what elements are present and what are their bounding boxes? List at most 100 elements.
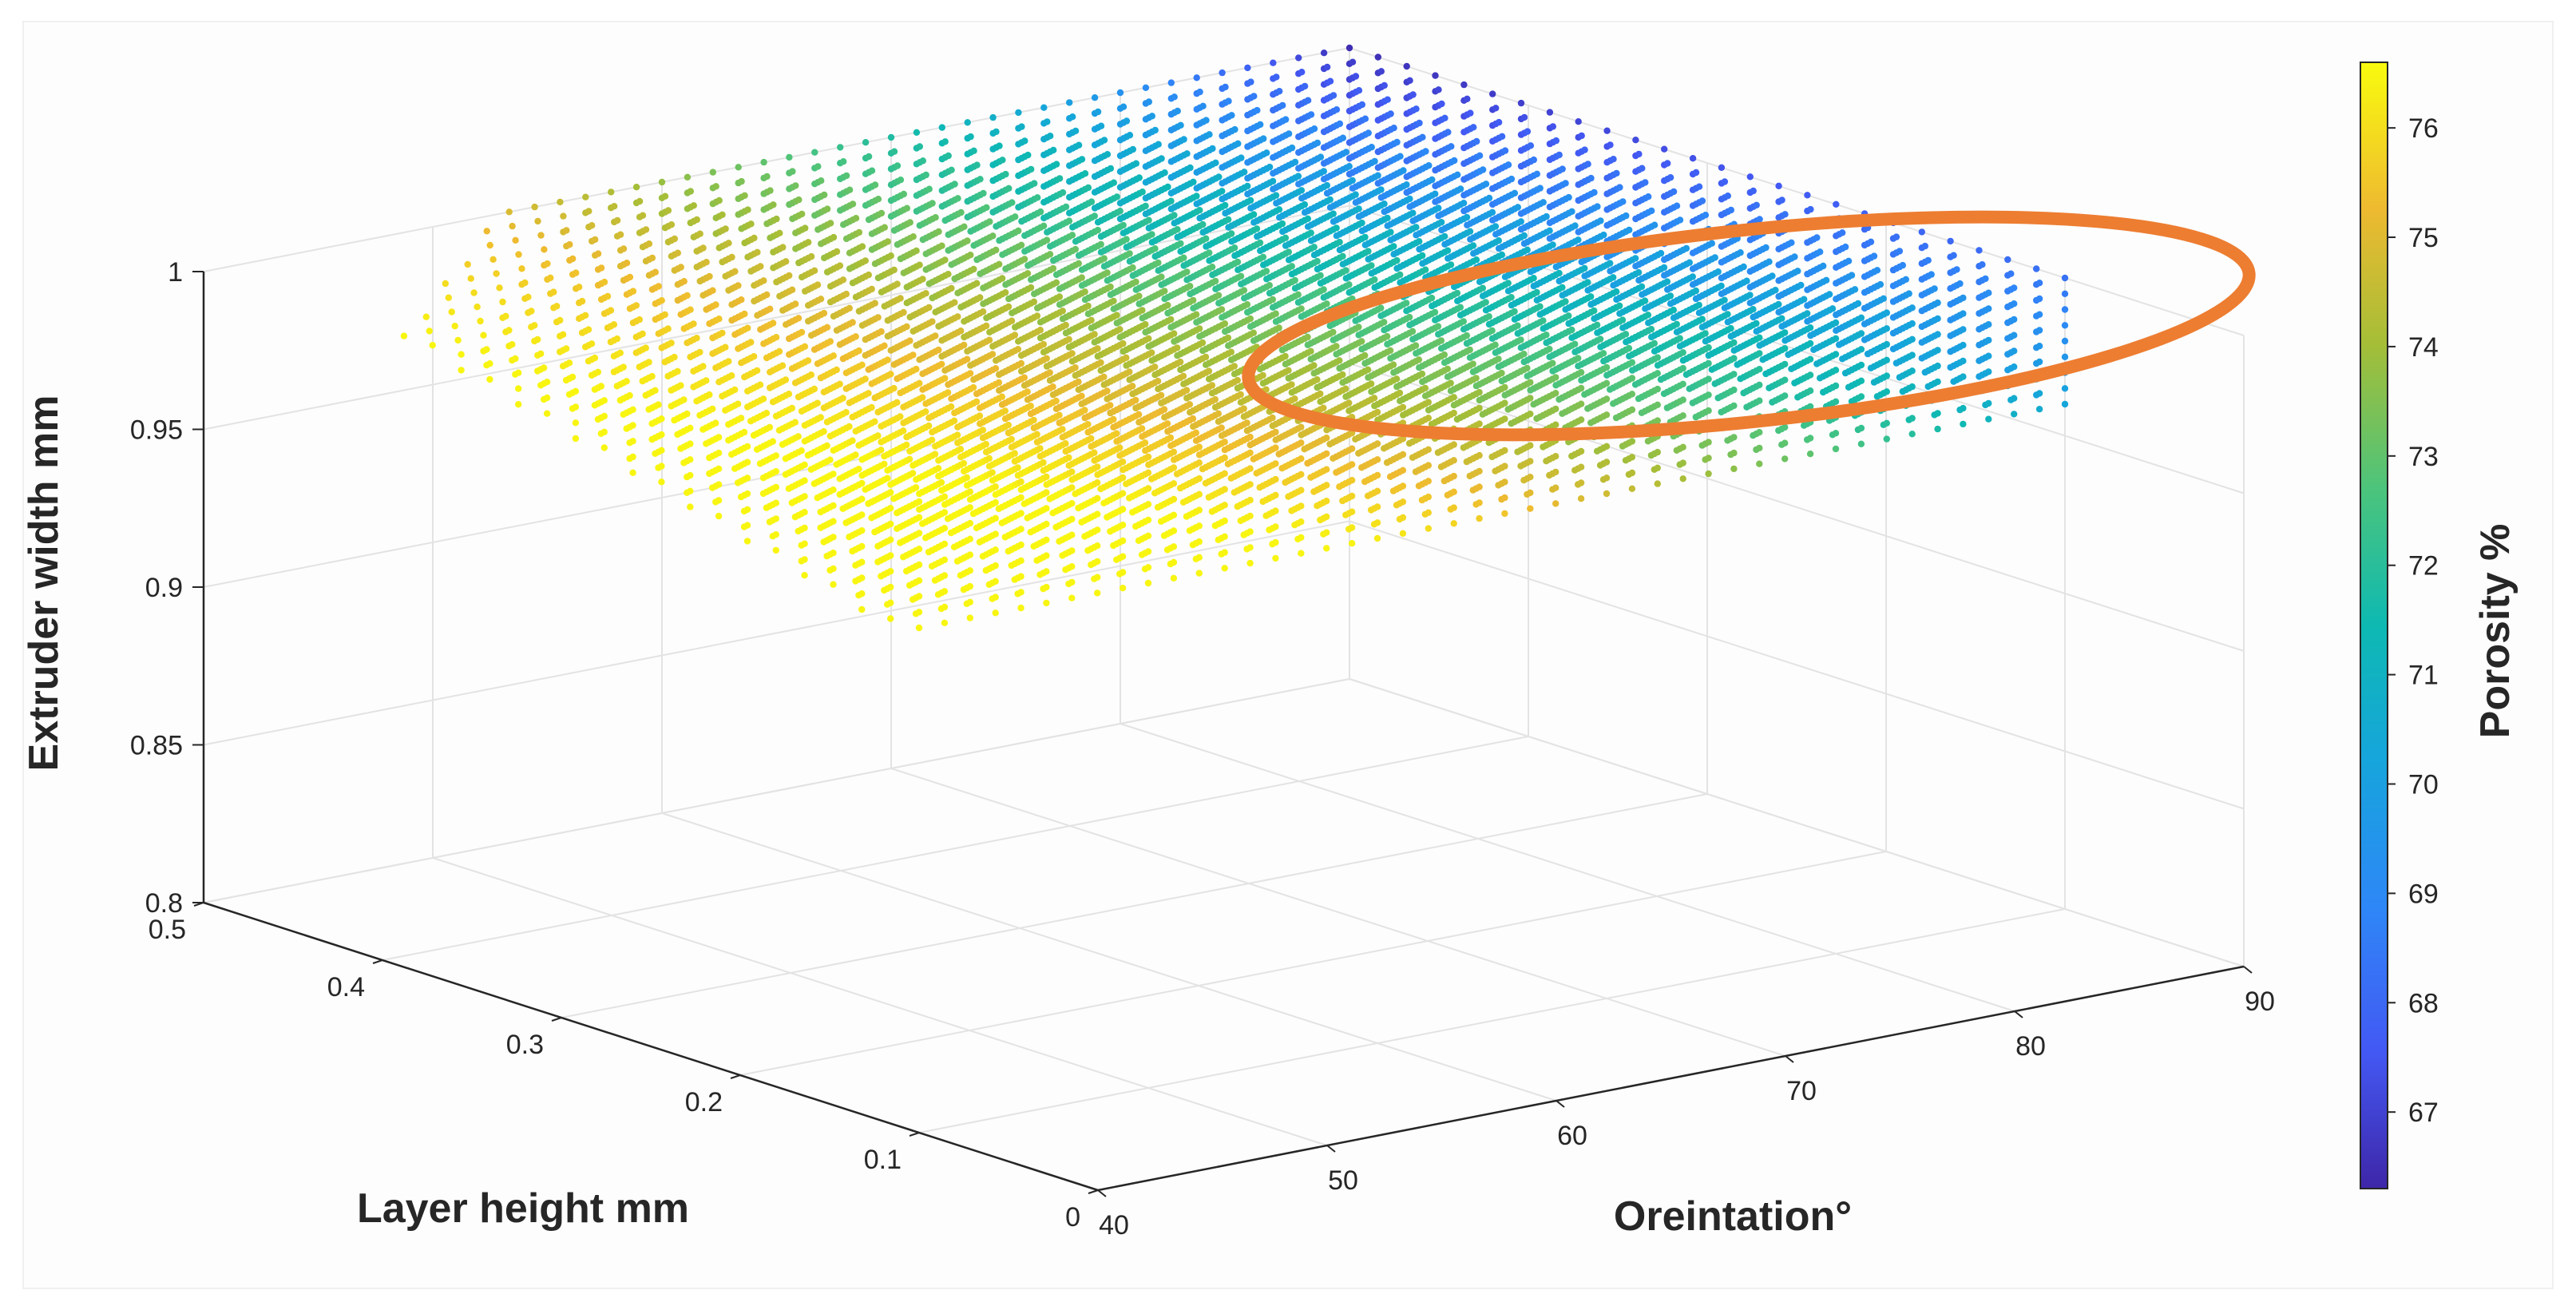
data-point bbox=[1628, 438, 1636, 445]
data-point bbox=[1552, 468, 1559, 476]
data-point bbox=[830, 518, 837, 525]
data-point bbox=[2035, 358, 2043, 366]
data-point bbox=[1501, 447, 1508, 455]
x-tick-mark bbox=[1326, 1145, 1336, 1153]
data-point bbox=[941, 556, 949, 563]
data-point bbox=[1425, 509, 1433, 516]
data-point bbox=[1246, 481, 1254, 488]
data-point bbox=[1017, 573, 1024, 580]
data-point bbox=[966, 567, 974, 574]
data-point bbox=[658, 462, 665, 470]
data-point bbox=[1857, 377, 1865, 384]
data-point bbox=[1552, 453, 1559, 460]
data-point bbox=[1119, 537, 1127, 545]
data-point bbox=[1756, 397, 1763, 404]
data-point bbox=[1119, 522, 1127, 529]
grid-line bbox=[918, 908, 2066, 1133]
y-tick-mark bbox=[1088, 1189, 1099, 1194]
data-point bbox=[1246, 512, 1254, 520]
data-point bbox=[915, 593, 923, 600]
data-point bbox=[1068, 547, 1076, 554]
data-point bbox=[1857, 361, 1865, 369]
data-point bbox=[1527, 505, 1534, 512]
data-point bbox=[1144, 579, 1152, 587]
data-point bbox=[915, 561, 923, 569]
data-point bbox=[772, 531, 779, 538]
data-point bbox=[743, 506, 751, 514]
data-point bbox=[858, 574, 866, 582]
data-point bbox=[1985, 415, 1992, 423]
data-point bbox=[1068, 563, 1076, 570]
data-point bbox=[1068, 531, 1076, 538]
axis-lines bbox=[192, 271, 2253, 1197]
data-point bbox=[1195, 490, 1203, 498]
data-point bbox=[1348, 508, 1356, 515]
data-point bbox=[1577, 447, 1585, 455]
data-point bbox=[1323, 513, 1330, 521]
data-point bbox=[1373, 471, 1381, 479]
grid-line bbox=[203, 204, 1350, 431]
data-point bbox=[1425, 478, 1433, 485]
data-point bbox=[801, 556, 808, 563]
data-point bbox=[1603, 490, 1611, 498]
data-point bbox=[1781, 376, 1789, 383]
data-point bbox=[1246, 544, 1254, 551]
data-point bbox=[1170, 495, 1178, 503]
grid-line bbox=[203, 363, 1350, 588]
data-point bbox=[1221, 517, 1228, 525]
data-point bbox=[1323, 498, 1330, 505]
data-point bbox=[1603, 474, 1611, 482]
data-point bbox=[1552, 500, 1559, 507]
data-point bbox=[1195, 554, 1203, 561]
data-point bbox=[1781, 392, 1789, 399]
data-point bbox=[1425, 525, 1433, 532]
data-point bbox=[1323, 482, 1330, 489]
data-point bbox=[743, 522, 751, 529]
data-point bbox=[687, 487, 694, 494]
data-point bbox=[1476, 467, 1483, 475]
data-point bbox=[1705, 439, 1712, 446]
data-point bbox=[1323, 466, 1330, 473]
data-point bbox=[1373, 487, 1381, 494]
data-point bbox=[1985, 336, 1992, 344]
data-point bbox=[772, 499, 779, 506]
data-point bbox=[1679, 396, 1686, 403]
data-point bbox=[1501, 462, 1508, 470]
data-point bbox=[1170, 527, 1178, 534]
data-point bbox=[743, 490, 751, 498]
data-point bbox=[1272, 507, 1279, 514]
data-point bbox=[1043, 568, 1050, 575]
data-point bbox=[1705, 391, 1712, 399]
data-point bbox=[1170, 558, 1178, 566]
data-point bbox=[1883, 435, 1890, 443]
data-point bbox=[1017, 557, 1024, 565]
data-point bbox=[1348, 461, 1356, 468]
data-point bbox=[1577, 495, 1585, 502]
data-point bbox=[2061, 385, 2069, 392]
data-point bbox=[1883, 372, 1890, 379]
data-point bbox=[1654, 417, 1661, 424]
data-point bbox=[1144, 564, 1152, 571]
data-point bbox=[801, 540, 808, 547]
data-point bbox=[1221, 533, 1228, 540]
data-point bbox=[687, 471, 694, 479]
data-point bbox=[1373, 519, 1381, 526]
data-point bbox=[1527, 442, 1534, 449]
data-point bbox=[1628, 469, 1636, 477]
data-point bbox=[1043, 599, 1050, 607]
data-point bbox=[1730, 449, 1738, 457]
data-point bbox=[1221, 502, 1228, 509]
data-point bbox=[2061, 353, 2069, 360]
data-point bbox=[1679, 459, 1686, 466]
data-point bbox=[1170, 543, 1178, 550]
data-point bbox=[2011, 395, 2018, 402]
data-point bbox=[1043, 583, 1050, 591]
data-point bbox=[830, 565, 837, 573]
data-point bbox=[1628, 406, 1636, 414]
data-point bbox=[1679, 475, 1686, 482]
data-point bbox=[1043, 552, 1050, 559]
data-point bbox=[1832, 398, 1840, 405]
data-point bbox=[1246, 528, 1254, 535]
data-point bbox=[966, 535, 974, 542]
data-point bbox=[1960, 373, 1967, 380]
